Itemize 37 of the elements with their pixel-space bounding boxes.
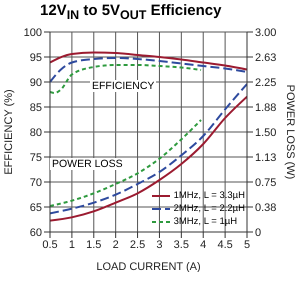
line-series xyxy=(50,57,247,83)
annotation: EFFICIENCY xyxy=(90,80,156,92)
y2-tick-label: 0.38 xyxy=(255,202,276,214)
x-tick-label: 2.5 xyxy=(130,238,146,251)
x-tick-label: 2 xyxy=(112,238,119,251)
y-axis-title: EFFICIENCY (%) xyxy=(2,89,15,175)
y2-tick-label: 1.88 xyxy=(255,102,276,114)
y2-tick-label: 2.25 xyxy=(255,76,276,89)
y-tick-label: 70 xyxy=(30,176,42,189)
y-tick-label: 100 xyxy=(24,26,42,39)
x-tick-label: 4 xyxy=(200,238,206,251)
y-tick-label: 65 xyxy=(30,202,42,214)
y-tick-label: 80 xyxy=(30,126,42,139)
x-axis-title: LOAD CURRENT (A) xyxy=(96,261,201,273)
x-tick-label: 5 xyxy=(244,238,250,251)
y-tick-label: 85 xyxy=(30,102,42,114)
x-tick-label: 4.5 xyxy=(217,238,233,251)
y2-tick-label: 2.63 xyxy=(255,52,276,64)
line-series xyxy=(50,64,202,94)
y2-tick-label: 0 xyxy=(255,226,262,239)
y-tick-label: 90 xyxy=(30,76,42,89)
y-tick-label: 75 xyxy=(30,152,42,164)
y2-tick-label: 0.75 xyxy=(255,176,276,189)
annotation: POWER LOSS xyxy=(50,158,125,170)
x-tick-label: 1 xyxy=(68,238,75,251)
y2-tick-label: 1.50 xyxy=(255,126,276,139)
y-tick-label: 95 xyxy=(30,52,42,64)
x-tick-label: 0.5 xyxy=(42,238,58,251)
y-tick-label: 60 xyxy=(30,226,42,239)
line-series xyxy=(50,52,247,70)
x-tick-label: 3 xyxy=(156,238,163,251)
chart-title: 12V$_{IN}$ to 5V$_{OUT}$ Efficiency xyxy=(40,2,222,22)
x-tick-label: 1.5 xyxy=(86,238,102,251)
y2-tick-label: 1.13 xyxy=(255,152,276,164)
x-tick-label: 3.5 xyxy=(174,238,189,251)
y2-tick-label: 3.00 xyxy=(255,26,276,39)
y2-axis-title: POWER LOSS (W) xyxy=(284,84,296,180)
